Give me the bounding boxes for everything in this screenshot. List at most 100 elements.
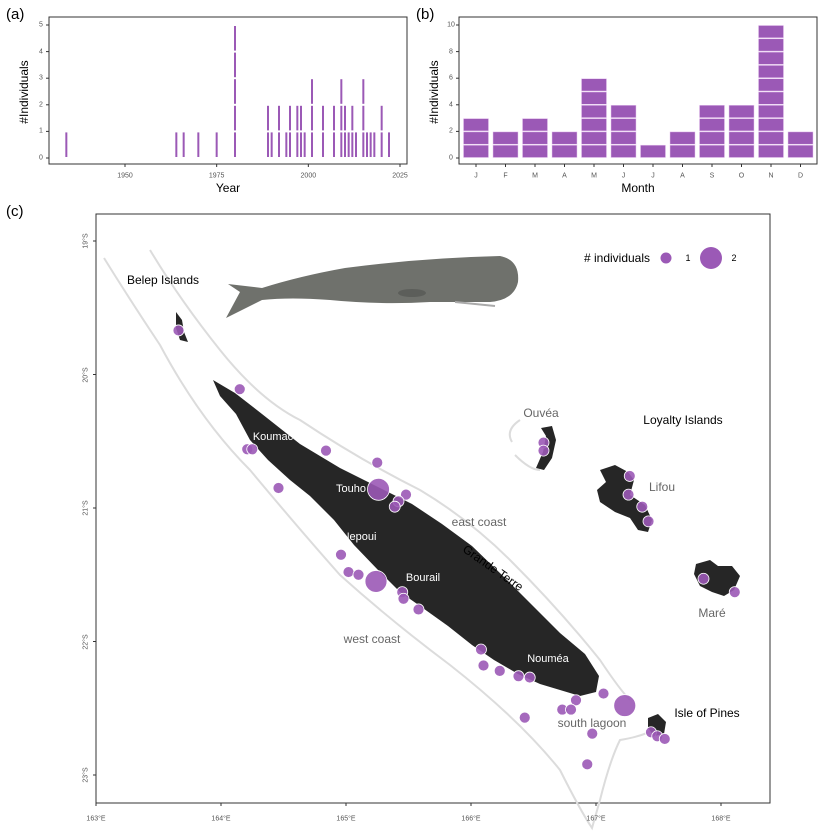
panel-b-xtick-label: F xyxy=(503,172,508,180)
month-bar-segment xyxy=(728,131,755,145)
panel-a-xtick-label: 2000 xyxy=(300,172,317,180)
panel-b-xtick-label: O xyxy=(738,172,745,180)
year-bar-segment xyxy=(267,132,269,157)
month-bar-segment xyxy=(758,51,784,65)
year-bar-segment xyxy=(234,26,236,51)
reef-outlines xyxy=(103,249,661,831)
month-bar-segment xyxy=(463,144,489,158)
map-ytick-label: 19°S xyxy=(82,233,90,249)
sighting-point xyxy=(342,566,355,578)
reef-outline-west xyxy=(103,257,661,831)
year-bar-segment xyxy=(267,105,269,131)
year-bar-segment xyxy=(197,132,200,157)
sighting-point xyxy=(320,444,332,457)
sighting-point xyxy=(697,572,710,585)
sighting-point xyxy=(728,586,741,599)
month-bar-segment xyxy=(492,144,519,158)
year-bar-segment xyxy=(351,132,354,157)
label-noumea: Nouméa xyxy=(527,653,569,665)
panel-a-ytick-label: 5 xyxy=(39,21,43,29)
month-bar-segment xyxy=(758,91,784,105)
panel-b-ytick-label: 6 xyxy=(449,74,453,82)
sighting-point xyxy=(335,548,347,561)
sighting-point xyxy=(493,664,506,677)
year-bar-segment xyxy=(373,132,376,157)
month-bar-segment xyxy=(522,131,548,145)
panel-a-xlabel: Year xyxy=(215,181,241,195)
month-bar-segment xyxy=(610,144,637,158)
year-bar-segment xyxy=(366,132,368,157)
year-bar-segment xyxy=(340,132,343,157)
panel-a-ytick-label: 1 xyxy=(39,127,43,135)
sighting-point xyxy=(246,443,259,456)
year-bar-segment xyxy=(380,132,383,157)
sighting-point xyxy=(622,488,635,501)
panel-b-ytick-label: 8 xyxy=(449,48,453,56)
month-bar-segment xyxy=(699,144,725,158)
label-ouvea: Ouvéa xyxy=(523,406,559,420)
panel-b-ylabel: #Individuals xyxy=(427,60,441,124)
year-bar-segment xyxy=(278,105,280,131)
label-touho: Touho xyxy=(336,483,366,495)
month-bar-segment xyxy=(699,105,725,118)
sighting-point xyxy=(371,456,384,469)
year-bar-segment xyxy=(234,52,236,78)
sperm-whale-illustration xyxy=(226,256,519,318)
label-bourail: Bourail xyxy=(405,572,441,584)
year-bar-segment xyxy=(322,105,324,131)
map-xtick-label: 166°E xyxy=(461,815,481,823)
month-bar-segment xyxy=(581,118,607,132)
year-bar-segment xyxy=(300,132,302,157)
month-bar-segment xyxy=(669,144,696,158)
year-bar-segment xyxy=(289,105,291,131)
sighting-point xyxy=(364,570,388,593)
month-bar-segment xyxy=(551,144,578,158)
month-bar-segment xyxy=(758,65,784,78)
panel-a-xtick-label: 2025 xyxy=(392,172,408,180)
year-bar-segment xyxy=(234,132,236,157)
month-bar-segment xyxy=(758,38,784,52)
sighting-point xyxy=(613,694,637,717)
panel-b-ytick-label: 2 xyxy=(449,127,453,135)
year-bar-segment xyxy=(175,132,178,157)
whale-jaw xyxy=(454,301,496,307)
sighting-point xyxy=(523,671,536,684)
year-bar-segment xyxy=(303,132,306,157)
sighting-point xyxy=(172,324,185,337)
panel-b-xtick-label: D xyxy=(797,172,804,180)
panel-b-xtick-label: J xyxy=(474,172,478,180)
sighting-point xyxy=(581,758,594,771)
year-bar-segment xyxy=(333,105,335,131)
map-ytick-label: 21°S xyxy=(82,500,90,516)
sighting-point xyxy=(475,643,487,656)
legend-point-1 xyxy=(660,252,672,264)
panel-a-tag: (a) xyxy=(6,6,25,23)
legend-label-1: 1 xyxy=(685,253,691,263)
sighting-point xyxy=(597,687,610,700)
month-bar-segment xyxy=(522,144,548,158)
month-bar-segment xyxy=(758,105,784,118)
month-bar-segment xyxy=(758,25,784,39)
year-bar-segment xyxy=(362,132,365,157)
month-bar-segment xyxy=(758,131,784,145)
year-bar-segment xyxy=(362,79,365,104)
map-frame xyxy=(95,213,771,804)
month-bar-segment xyxy=(728,144,755,158)
panel-a-xtick-label: 1950 xyxy=(117,172,133,180)
month-bar-segment xyxy=(610,118,637,132)
mare-land xyxy=(694,560,740,596)
month-bar-segment xyxy=(581,91,607,105)
panel-b-xtick-label: J xyxy=(651,172,655,180)
label-west-coast: west coast xyxy=(343,632,401,646)
whale-flipper xyxy=(398,289,426,297)
year-bar-segment xyxy=(311,79,313,104)
year-bar-segment xyxy=(340,79,343,104)
month-bar-segment xyxy=(699,131,725,145)
panel-a-ytick-label: 3 xyxy=(39,74,43,82)
label-south-lagoon: south lagoon xyxy=(557,716,627,730)
sighting-point xyxy=(477,659,490,672)
panel-b-xtick-label: M xyxy=(532,172,538,180)
month-bar-segment xyxy=(669,131,696,145)
year-bar-segment xyxy=(344,132,346,157)
